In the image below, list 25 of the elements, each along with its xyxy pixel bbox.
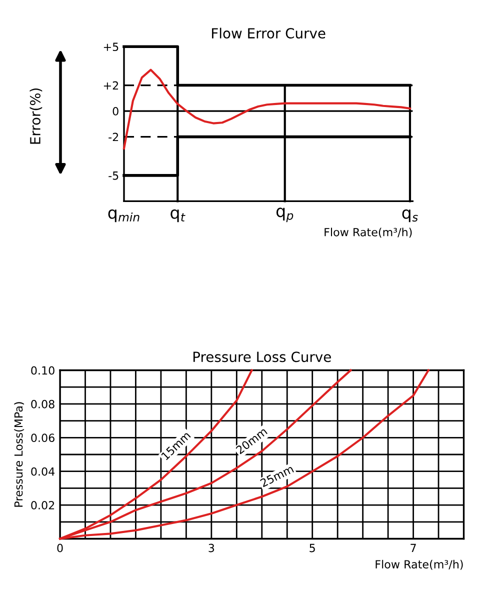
x-tick-label: q$_{min}$ — [108, 209, 140, 222]
y-axis-title: Pressure Loss(MPa) — [14, 402, 24, 507]
y-axis-title: Error(%) — [30, 88, 42, 144]
x-tick-label: 0 — [57, 544, 63, 552]
x-tick-label: q$_{t}$ — [170, 209, 186, 222]
line-series — [122, 68, 412, 150]
y-tick-label: 0 — [112, 107, 118, 116]
y-tick-label: 0.06 — [31, 434, 54, 442]
x-tick-label: q$_{p}$ — [276, 208, 294, 222]
y-tick-label: +5 — [104, 42, 118, 52]
y-tick-label: 0.02 — [31, 501, 54, 510]
x-tick-label: 5 — [310, 544, 315, 552]
y-tick-label: 0.08 — [31, 400, 54, 408]
x-tick-label: 7 — [410, 544, 416, 552]
y-tick-label: -5 — [108, 172, 118, 180]
chart-title: Flow Error Curve — [212, 28, 326, 39]
y-tick-label: -2 — [108, 132, 118, 142]
x-axis-title: Flow Rate(m³/h) — [324, 228, 412, 238]
x-tick-label: q$_{s}$ — [402, 209, 418, 222]
y-tick-label: 0.10 — [31, 366, 54, 375]
y-tick-label: +2 — [104, 81, 118, 90]
x-tick-label: 3 — [208, 544, 214, 552]
x-axis-title: Flow Rate(m³/h) — [376, 560, 463, 570]
y-tick-label: 0.04 — [31, 467, 55, 476]
chart-title: Pressure Loss Curve — [193, 352, 331, 362]
